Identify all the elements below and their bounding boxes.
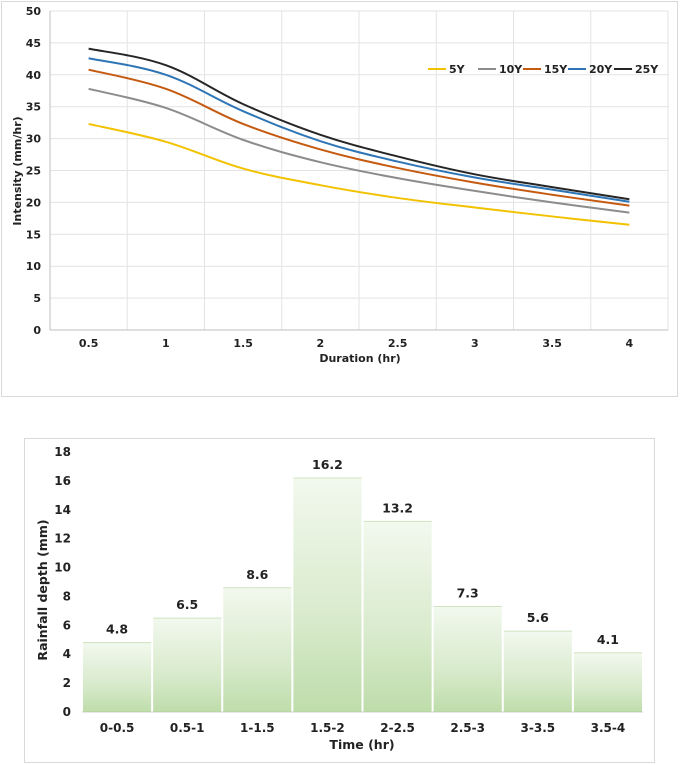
intensity-series-lines — [88, 47, 630, 226]
intensity-legend: 5Y 10Y 15Y 20Y 25Y — [428, 63, 659, 76]
rainfall-x-tick-labels: 0-0.5 0.5-1 1-1.5 1.5-2 2-2.5 2.5-3 3-3.5 3.5-4 — [100, 721, 625, 735]
y-tick-label: 18 — [54, 445, 71, 459]
series-line-10y — [88, 87, 630, 214]
intensity-x-axis-title: Duration (hr) — [319, 352, 400, 365]
intensity-gridlines — [49, 10, 669, 331]
bar-3.5-4 — [573, 652, 642, 712]
legend-label-20y: 20Y — [589, 63, 613, 76]
bar-value-label: 6.5 — [176, 597, 198, 612]
rainfall-bars — [83, 477, 642, 712]
x-tick-label: 0.5-1 — [170, 721, 205, 735]
x-tick-label: 1 — [162, 337, 170, 350]
bar-0-0.5 — [83, 642, 152, 712]
rainfall-value-labels: 4.8 6.5 8.6 16.2 13.2 7.3 5.6 4.1 — [106, 457, 619, 647]
y-tick-label: 35 — [26, 101, 41, 114]
x-tick-label: 3.5-4 — [591, 721, 626, 735]
bar-0.5-1 — [153, 618, 222, 712]
x-tick-label: 4 — [626, 337, 634, 350]
legend-label-25y: 25Y — [635, 63, 659, 76]
y-tick-label: 2 — [63, 676, 71, 690]
x-tick-label: 2.5 — [388, 337, 408, 350]
y-tick-label: 15 — [26, 228, 41, 241]
intensity-axes — [49, 11, 668, 331]
bar-2-2.5 — [363, 521, 432, 712]
bar-value-label: 16.2 — [312, 457, 343, 472]
x-tick-label: 0-0.5 — [100, 721, 135, 735]
y-tick-label: 8 — [63, 589, 71, 603]
x-tick-label: 0.5 — [79, 337, 99, 350]
bar-value-label: 4.8 — [106, 622, 128, 637]
bar-value-label: 5.6 — [527, 610, 549, 625]
y-tick-label: 10 — [26, 260, 42, 273]
y-tick-label: 30 — [26, 133, 42, 146]
bar-3-3.5 — [503, 631, 572, 712]
x-tick-label: 3-3.5 — [521, 721, 556, 735]
series-line-25y — [88, 47, 630, 201]
intensity-y-axis-title: Intensity (mm/hr) — [11, 116, 24, 225]
intensity-y-tick-labels: 0 5 10 15 20 25 30 35 40 45 50 — [26, 5, 42, 337]
x-tick-label: 2.5-3 — [450, 721, 485, 735]
legend-label-15y: 15Y — [544, 63, 568, 76]
x-tick-label: 3.5 — [542, 337, 562, 350]
rainfall-y-axis-title: Rainfall depth (mm) — [35, 519, 50, 660]
y-tick-label: 40 — [26, 69, 42, 82]
bar-value-label: 13.2 — [382, 500, 413, 515]
x-tick-label: 3 — [471, 337, 479, 350]
x-tick-label: 2-2.5 — [380, 721, 415, 735]
bar-value-label: 8.6 — [246, 567, 268, 582]
intensity-chart-panel — [1, 1, 678, 397]
x-tick-label: 2 — [317, 337, 325, 350]
x-tick-label: 1.5 — [233, 337, 253, 350]
bar-1-1.5 — [223, 587, 292, 712]
y-tick-label: 16 — [54, 474, 71, 488]
series-line-5y — [88, 122, 630, 226]
y-tick-label: 4 — [63, 647, 71, 661]
rainfall-y-tick-labels: 0 2 4 6 8 10 12 14 16 18 — [54, 445, 71, 719]
y-tick-label: 0 — [63, 705, 71, 719]
rainfall-x-axis-title: Time (hr) — [329, 737, 394, 752]
series-line-15y — [88, 68, 630, 207]
x-tick-label: 1.5-2 — [310, 721, 345, 735]
bar-2.5-3 — [433, 606, 502, 712]
y-tick-label: 5 — [33, 292, 41, 305]
x-tick-label: 1-1.5 — [240, 721, 275, 735]
y-tick-label: 0 — [33, 324, 41, 337]
bar-value-label: 7.3 — [457, 586, 479, 601]
y-tick-label: 10 — [54, 561, 71, 575]
series-line-20y — [88, 57, 630, 203]
y-tick-label: 50 — [26, 5, 42, 18]
legend-label-5y: 5Y — [449, 63, 466, 76]
bar-value-label: 4.1 — [597, 632, 619, 647]
bar-1.5-2 — [293, 478, 362, 712]
y-tick-label: 45 — [26, 37, 41, 50]
y-tick-label: 14 — [54, 503, 71, 517]
y-tick-label: 12 — [54, 532, 71, 546]
y-tick-label: 25 — [26, 165, 41, 178]
intensity-x-tick-labels: 0.5 1 1.5 2 2.5 3 3.5 4 — [79, 337, 634, 350]
legend-label-10y: 10Y — [499, 63, 523, 76]
y-tick-label: 6 — [63, 618, 71, 632]
y-tick-label: 20 — [26, 196, 42, 209]
